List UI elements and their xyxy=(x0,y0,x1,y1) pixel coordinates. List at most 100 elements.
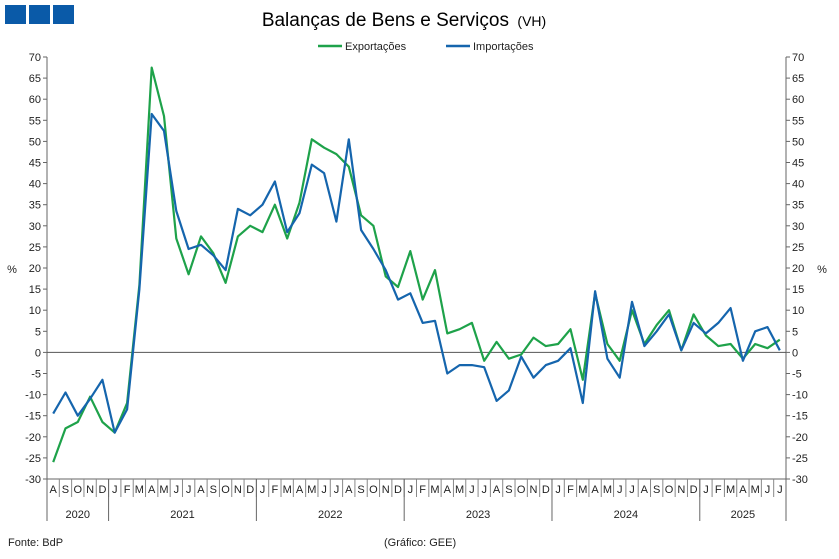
x-tick-label-month: J xyxy=(112,484,118,496)
x-tick-label-month: J xyxy=(334,484,340,496)
x-tick-label-month: J xyxy=(629,484,635,496)
y-tick-label-right: -5 xyxy=(792,369,802,381)
x-tick-label-month: N xyxy=(234,484,242,496)
x-tick-label-month: M xyxy=(751,484,760,496)
x-tick-label-year: 2024 xyxy=(614,509,638,521)
y-tick-label-right: 35 xyxy=(792,200,804,212)
logo xyxy=(5,5,74,24)
logo-square-3 xyxy=(53,5,74,24)
legend-label-exportacoes: Exportações xyxy=(345,41,407,53)
y-tick-label-right: 25 xyxy=(792,242,804,254)
y-tick-label-left: -10 xyxy=(25,390,41,402)
x-tick-label-month: O xyxy=(517,484,526,496)
x-tick-label-month: D xyxy=(394,484,402,496)
x-tick-label-month: M xyxy=(726,484,735,496)
y-tick-label-left: 25 xyxy=(29,242,41,254)
x-tick-label-month: J xyxy=(321,484,327,496)
x-tick-label-year: 2022 xyxy=(318,509,342,521)
y-tick-label-left: -20 xyxy=(25,432,41,444)
x-tick-label-month: J xyxy=(260,484,266,496)
x-tick-label-month: M xyxy=(283,484,292,496)
y-tick-label-right: 60 xyxy=(792,94,804,106)
x-tick-label-month: A xyxy=(197,484,205,496)
x-tick-label-month: D xyxy=(98,484,106,496)
y-tick-label-right: 65 xyxy=(792,73,804,85)
x-tick-label-month: D xyxy=(542,484,550,496)
x-tick-label-month: O xyxy=(221,484,230,496)
chart-title-group: Balanças de Bens e Serviços (VH) xyxy=(262,10,546,31)
legend: Exportações Importações xyxy=(318,41,534,53)
x-tick-label-month: O xyxy=(369,484,378,496)
y-tick-label-right: 30 xyxy=(792,221,804,233)
x-tick-label-month: F xyxy=(124,484,131,496)
x-tick-label-month: O xyxy=(74,484,83,496)
x-tick-label-month: J xyxy=(408,484,414,496)
y-tick-label-right: -30 xyxy=(792,474,808,486)
x-tick-label-month: A xyxy=(345,484,353,496)
x-tick-label-month: J xyxy=(186,484,192,496)
series-line-exportacoes xyxy=(52,66,781,463)
y-tick-label-right: 20 xyxy=(792,263,804,275)
y-tick-label-right: -25 xyxy=(792,453,808,465)
x-tick-label-year: 2025 xyxy=(731,509,755,521)
chart-title-suffix: (VH) xyxy=(517,13,546,29)
legend-label-importacoes: Importações xyxy=(473,41,534,53)
y-tick-label-left: -5 xyxy=(31,369,41,381)
x-tick-label-month: A xyxy=(296,484,304,496)
y-tick-label-right: 40 xyxy=(792,179,804,191)
y-tick-label-left: 50 xyxy=(29,136,41,148)
y-tick-label-right: 0 xyxy=(792,347,798,359)
chart-title: Balanças de Bens e Serviços xyxy=(262,10,509,31)
y-tick-label-left: 0 xyxy=(35,347,41,359)
x-tick-label-month: D xyxy=(246,484,254,496)
logo-square-2 xyxy=(29,5,50,24)
y-tick-label-left: -25 xyxy=(25,453,41,465)
y-tick-label-left: 30 xyxy=(29,221,41,233)
y-axis-label-right: % xyxy=(817,264,827,276)
x-tick-label-month: M xyxy=(307,484,316,496)
x-tick-label-month: A xyxy=(641,484,649,496)
x-tick-label-month: S xyxy=(210,484,217,496)
y-tick-label-left: 40 xyxy=(29,179,41,191)
y-tick-label-left: 10 xyxy=(29,305,41,317)
y-tick-label-left: 55 xyxy=(29,115,41,127)
series-line-importacoes xyxy=(52,112,781,434)
y-tick-label-right: 15 xyxy=(792,284,804,296)
y-tick-label-left: -15 xyxy=(25,411,41,423)
y-tick-label-left: 20 xyxy=(29,263,41,275)
y-tick-label-left: 60 xyxy=(29,94,41,106)
y-tick-label-right: 50 xyxy=(792,136,804,148)
x-tick-label-month: S xyxy=(357,484,364,496)
x-tick-label-month: J xyxy=(765,484,771,496)
x-tick-label-month: O xyxy=(665,484,674,496)
x-tick-label-month: F xyxy=(715,484,722,496)
x-tick-label-month: M xyxy=(135,484,144,496)
x-tick-label-month: A xyxy=(739,484,747,496)
source-note: Fonte: BdP xyxy=(8,537,63,549)
y-tick-label-right: -15 xyxy=(792,411,808,423)
x-tick-label-month: N xyxy=(530,484,538,496)
x-tick-label-month: D xyxy=(690,484,698,496)
x-tick-label-month: A xyxy=(591,484,599,496)
y-tick-label-left: 5 xyxy=(35,326,41,338)
x-tick-label-month: N xyxy=(382,484,390,496)
x-tick-label-month: J xyxy=(703,484,709,496)
x-tick-label-month: M xyxy=(430,484,439,496)
x-tick-label-month: J xyxy=(555,484,561,496)
x-tick-label-month: A xyxy=(148,484,156,496)
y-tick-label-right: 5 xyxy=(792,326,798,338)
x-tick-label-month: F xyxy=(567,484,574,496)
series-lines xyxy=(52,66,781,463)
x-tick-label-month: S xyxy=(653,484,660,496)
y-tick-label-right: -10 xyxy=(792,390,808,402)
x-tick-label-month: F xyxy=(419,484,426,496)
x-tick-label-month: J xyxy=(174,484,180,496)
x-tick-label-month: J xyxy=(777,484,783,496)
x-tick-label-month: J xyxy=(481,484,487,496)
y-tick-label-left: 45 xyxy=(29,158,41,170)
y-tick-label-right: 45 xyxy=(792,158,804,170)
y-tick-label-left: 15 xyxy=(29,284,41,296)
